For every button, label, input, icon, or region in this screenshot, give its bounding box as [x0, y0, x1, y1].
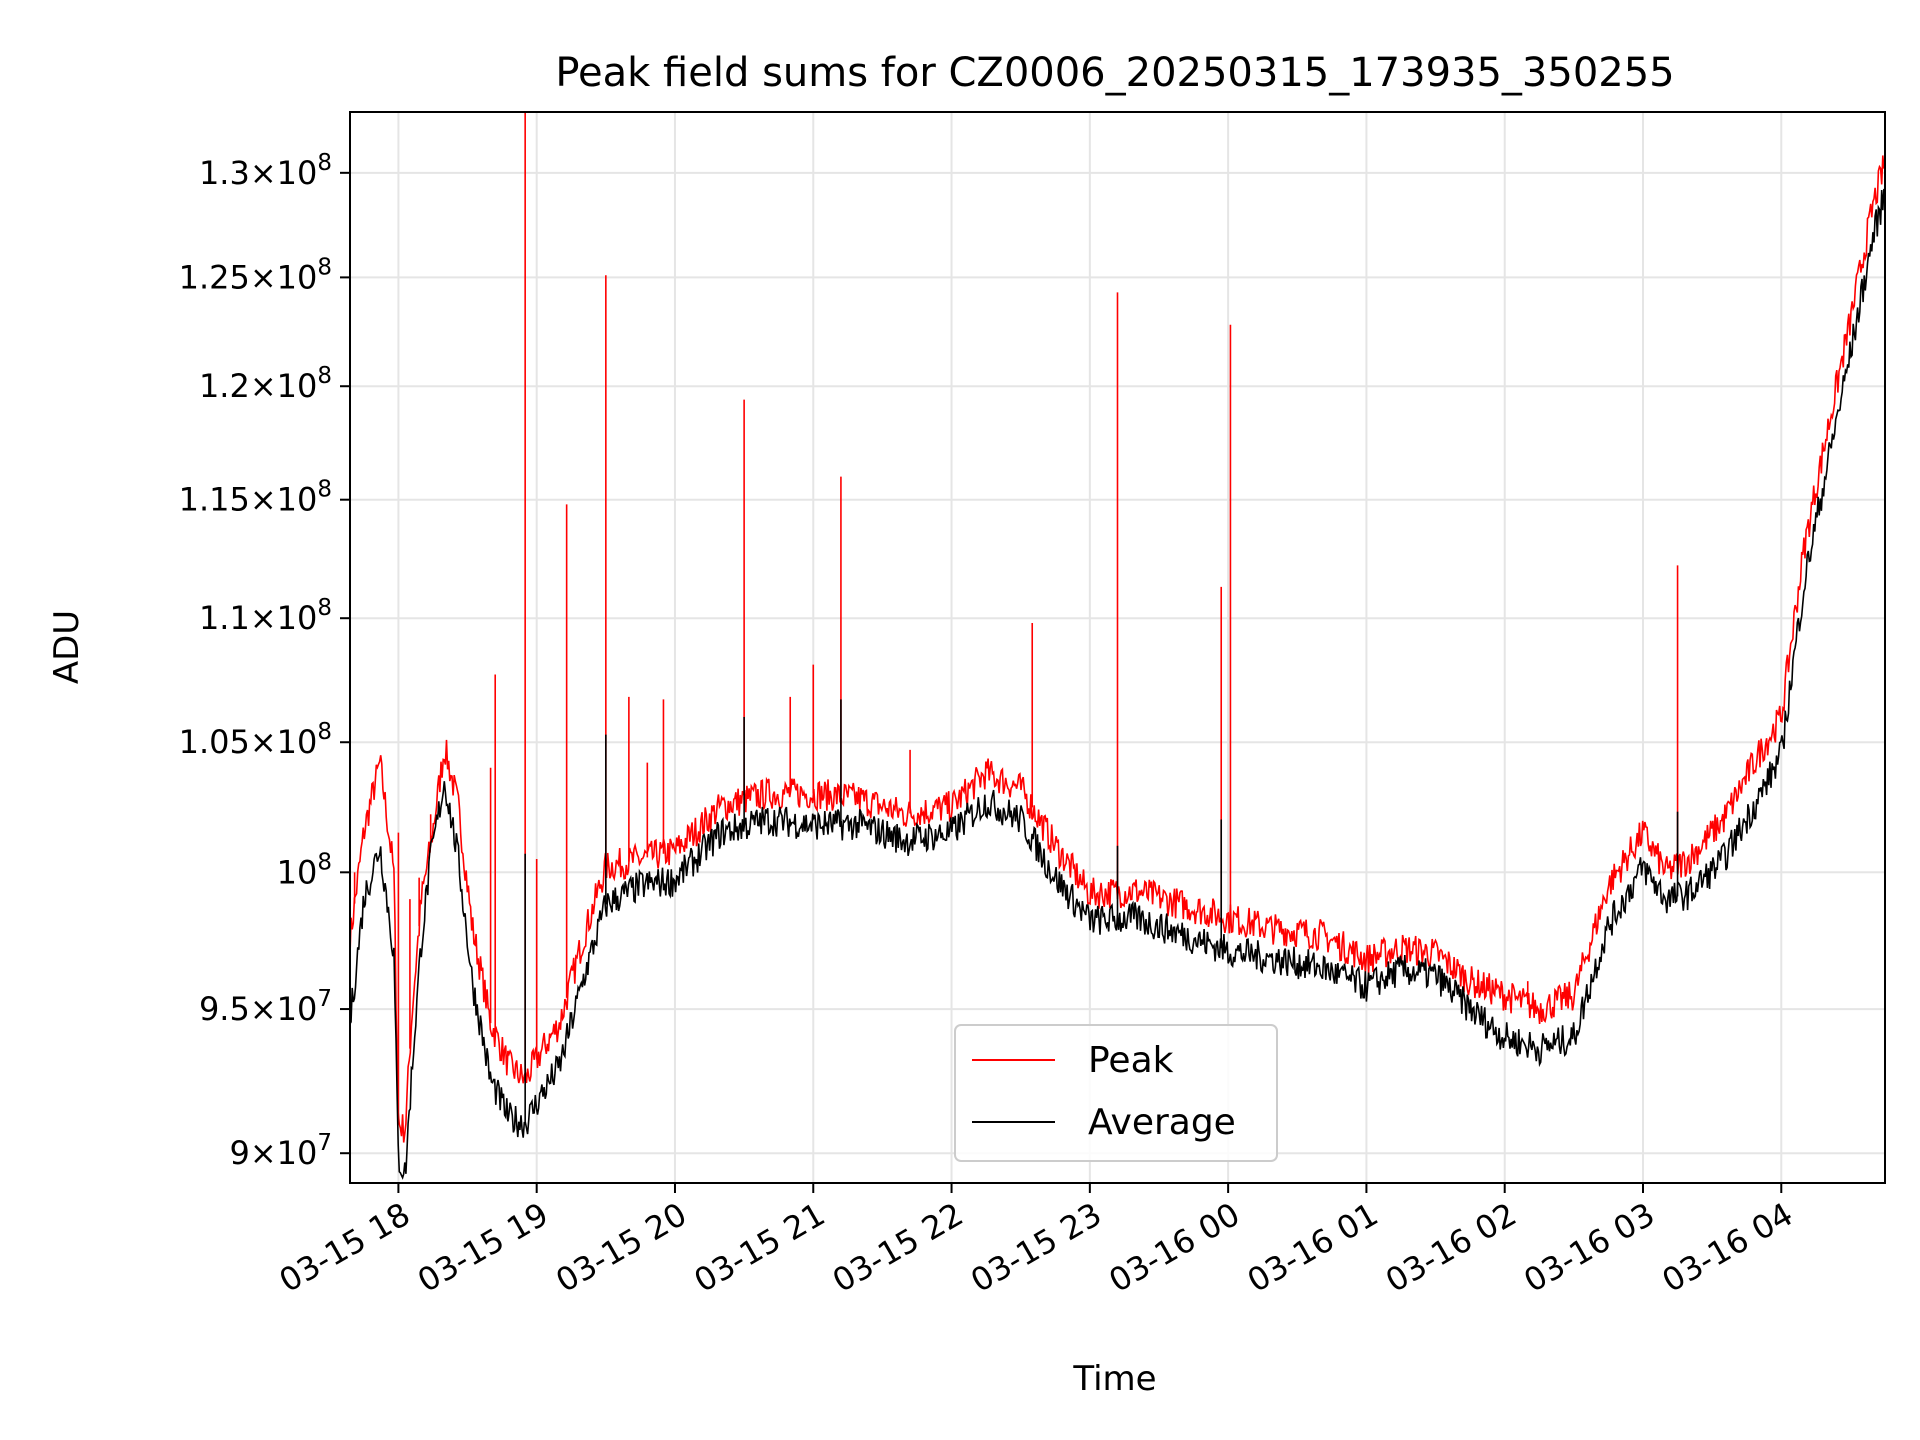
x-axis-label: Time: [1072, 1359, 1156, 1399]
legend-label-average: Average: [1088, 1102, 1236, 1143]
legend-label-peak: Peak: [1088, 1040, 1174, 1081]
x-tick-label: 03-16 04: [1656, 1195, 1800, 1300]
y-tick-label: 1.1×108: [199, 595, 332, 637]
y-tick-label: 1.05×108: [179, 719, 332, 761]
y-tick-label: 1.15×108: [179, 477, 332, 519]
x-tick-label: 03-16 01: [1241, 1195, 1385, 1300]
plot-area-frame: [349, 111, 1886, 1184]
y-tick-label: 1.3×108: [199, 150, 332, 192]
chart-title: Peak field sums for CZ0006_20250315_1739…: [555, 50, 1674, 96]
x-tick-label: 03-15 22: [826, 1195, 970, 1300]
x-tick-label: 03-15 19: [411, 1195, 555, 1300]
x-tick-label: 03-16 02: [1379, 1195, 1523, 1300]
legend: Peak Average: [954, 1024, 1278, 1162]
plot-series: [350, 112, 1885, 1180]
x-tick-label: 03-15 21: [688, 1195, 832, 1300]
y-axis: 9×107 9.5×107 108 1.05×108 1.1×108 1.15×108 1.…: [179, 150, 350, 1172]
y-axis-label: ADU: [47, 610, 87, 684]
y-tick-label: 1.25×108: [179, 254, 332, 296]
x-tick-label: 03-16 00: [1103, 1195, 1247, 1300]
x-tick-label: 03-15 20: [549, 1195, 693, 1300]
y-tick-label: 108: [277, 849, 332, 891]
x-tick-label: 03-15 18: [273, 1195, 417, 1300]
y-tick-label: 9.5×107: [199, 986, 332, 1028]
x-tick-label: 03-15 23: [964, 1195, 1108, 1300]
y-tick-label: 9×107: [229, 1130, 332, 1172]
y-tick-label: 1.2×108: [199, 363, 332, 405]
x-tick-label: 03-16 03: [1517, 1195, 1661, 1300]
